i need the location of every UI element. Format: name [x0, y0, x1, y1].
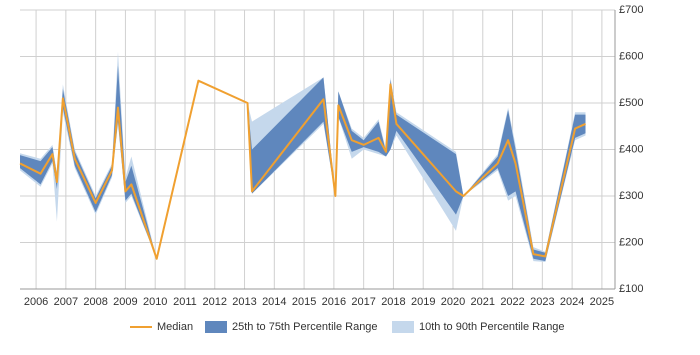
x-tick-label: 2017 [351, 296, 375, 308]
percentile-band [20, 65, 586, 262]
x-tick-label: 2014 [262, 296, 286, 308]
legend-label: Median [157, 321, 193, 333]
x-tick-label: 2013 [232, 296, 256, 308]
x-tick-label: 2021 [471, 296, 495, 308]
y-tick-label: £700 [619, 4, 643, 16]
percentile-band [20, 51, 586, 263]
x-tick-label: 2007 [54, 296, 78, 308]
x-tick-label: 2022 [500, 296, 524, 308]
y-tick-label: £400 [619, 143, 643, 155]
median-line [19, 79, 586, 260]
x-tick-label: 2018 [381, 296, 405, 308]
x-tick-label: 2009 [113, 296, 137, 308]
y-tick-label: £600 [619, 50, 643, 62]
x-tick-label: 2015 [292, 296, 316, 308]
x-tick-label: 2012 [203, 296, 227, 308]
x-tick-label: 2008 [83, 296, 107, 308]
y-tick-label: £200 [619, 236, 643, 248]
legend-label: 25th to 75th Percentile Range [232, 321, 378, 333]
x-tick-label: 2010 [143, 296, 167, 308]
x-tick-label: 2020 [441, 296, 465, 308]
x-tick-label: 2023 [530, 296, 554, 308]
y-tick-label: £300 [619, 190, 643, 202]
legend-swatch [392, 321, 414, 333]
x-tick-label: 2025 [590, 296, 614, 308]
x-tick-label: 2006 [24, 296, 48, 308]
legend-label: 10th to 90th Percentile Range [419, 321, 565, 333]
y-tick-label: £100 [619, 283, 643, 295]
x-tick-label: 2024 [560, 296, 584, 308]
x-tick-label: 2016 [322, 296, 346, 308]
x-tick-label: 2011 [173, 296, 197, 308]
legend-swatch [205, 321, 227, 333]
y-tick-label: £500 [619, 97, 643, 109]
x-tick-label: 2019 [411, 296, 435, 308]
